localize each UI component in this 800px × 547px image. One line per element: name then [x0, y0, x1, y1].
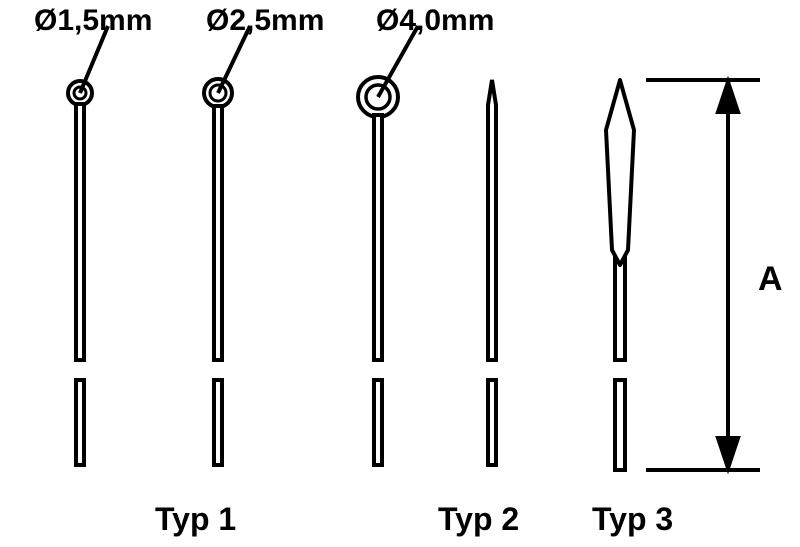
typ2-point-pin: [488, 80, 496, 465]
shaft: [374, 115, 382, 360]
shaft: [76, 104, 84, 360]
background: [0, 0, 800, 547]
tail: [488, 380, 496, 465]
typ3-label: Typ 3: [592, 501, 673, 537]
diameter-label-3: Ø4,0mm: [376, 4, 494, 37]
shaft: [214, 106, 222, 360]
diameter-label-1: Ø1,5mm: [34, 4, 152, 37]
tail: [374, 380, 382, 465]
tail: [615, 380, 625, 470]
diagram-svg: Ø1,5mm Ø2,5mm Ø4,0mm A Typ 1 Typ 2 Typ 3: [0, 0, 800, 547]
blade: [606, 80, 634, 265]
tail: [76, 380, 84, 465]
dimension-a-label: A: [758, 260, 783, 298]
tail: [214, 380, 222, 465]
typ1-label: Typ 1: [155, 501, 236, 537]
shaft-with-tip: [488, 80, 496, 360]
typ2-label: Typ 2: [438, 501, 519, 537]
diameter-label-2: Ø2,5mm: [206, 4, 324, 37]
